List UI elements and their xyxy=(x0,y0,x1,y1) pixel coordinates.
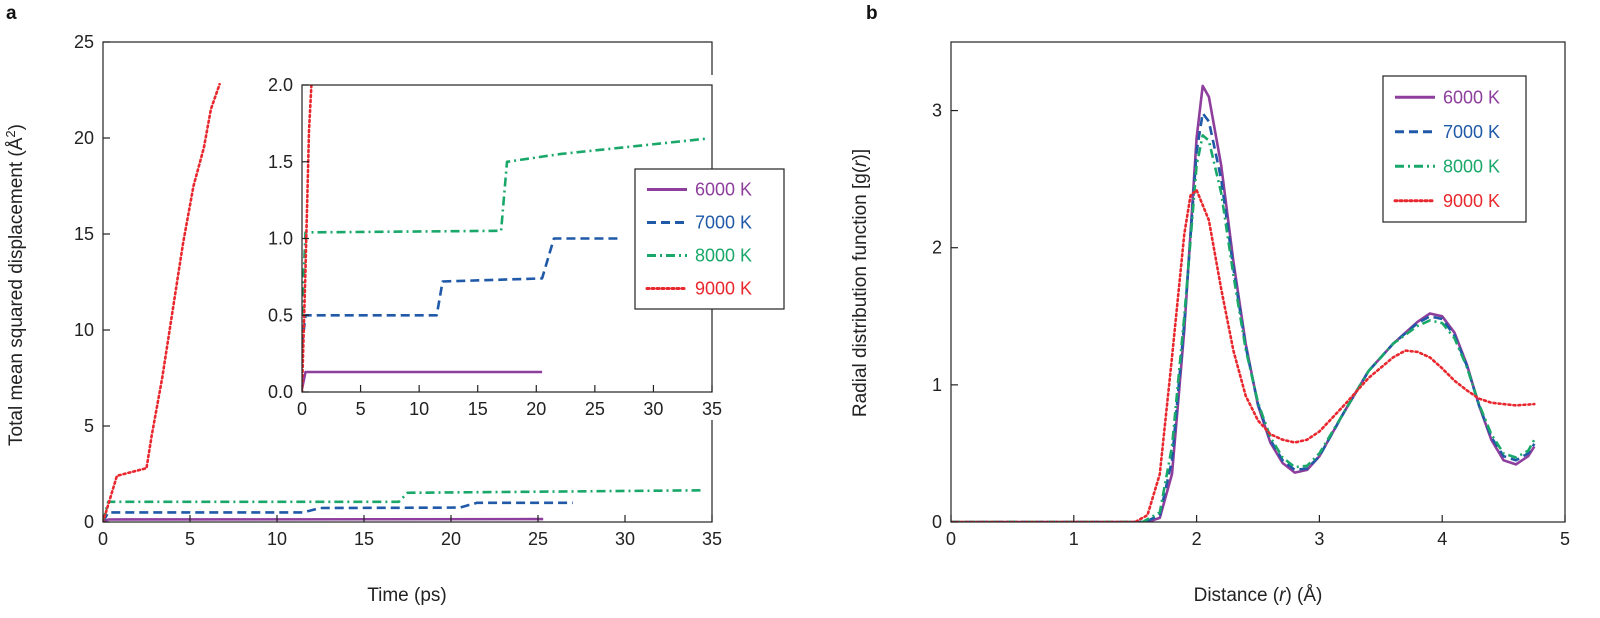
x-tick-label-a-inset-30: 30 xyxy=(643,399,663,419)
legend-label-b-8000-k: 8000 K xyxy=(1443,156,1500,176)
legend-label-b-7000-k: 7000 K xyxy=(1443,122,1500,142)
series-line-a-main-8000-k xyxy=(103,489,704,522)
x-tick-label-a-main-5: 5 xyxy=(185,529,195,549)
series-line-a-main-9000-k xyxy=(103,82,221,522)
legend-box-b xyxy=(1382,75,1527,223)
legend-label-a-9000-k: 9000 K xyxy=(695,279,752,299)
y-axis-label-a: Total mean squared displacement (Å2) xyxy=(3,124,27,446)
x-tick-label-a-inset-10: 10 xyxy=(409,399,429,419)
x-tick-label-b-2: 2 xyxy=(1192,529,1202,549)
series-group-a-main xyxy=(103,82,704,522)
y-tick-label-b-3: 3 xyxy=(932,101,942,121)
series-line-a-inset-9000-k xyxy=(302,85,313,392)
y-axis-label-a-sup: 2 xyxy=(3,130,18,137)
y-axis-label-b: Radial distribution function [g(r)] xyxy=(850,149,871,417)
ticks-a-main: 0 5 10 15 20 25 30 35 0 5 10 15 20 25 xyxy=(74,32,722,549)
series-line-b-7000-k xyxy=(951,112,1536,522)
y-tick-label-a-main-0: 0 xyxy=(84,512,94,532)
x-axis-label-a: Time (ps) xyxy=(367,585,447,606)
ticks-a-inset: 0 5 10 15 20 25 30 35 0.0 0.5 1.0 1.5 2.0 xyxy=(268,75,722,419)
series-group-b xyxy=(951,84,1536,522)
y-axis-label-b-part2: )] xyxy=(850,149,871,161)
x-tick-label-a-inset-0: 0 xyxy=(297,399,307,419)
y-axis-label-b-italic: r xyxy=(850,160,871,167)
y-tick-label-a-main-15: 15 xyxy=(74,224,94,244)
y-tick-label-b-2: 2 xyxy=(932,238,942,258)
x-tick-label-a-main-35: 35 xyxy=(702,529,722,549)
y-tick-label-a-inset-1-0: 1.0 xyxy=(268,229,293,249)
ticks-b: 0 1 2 3 4 5 0 1 2 3 xyxy=(932,101,1570,549)
x-tick-label-b-1: 1 xyxy=(1069,529,1079,549)
x-tick-label-b-4: 4 xyxy=(1437,529,1447,549)
series-line-a-main-7000-k xyxy=(103,501,573,522)
y-axis-label-b-part1: Radial distribution function [g( xyxy=(850,166,871,417)
y-tick-label-a-inset-2-0: 2.0 xyxy=(268,75,293,95)
y-tick-label-a-main-20: 20 xyxy=(74,128,94,148)
x-axis-label-b-part2: ) (Å) xyxy=(1285,585,1322,606)
x-tick-label-a-main-25: 25 xyxy=(528,529,548,549)
series-line-b-8000-k xyxy=(951,134,1536,522)
legend-label-b-6000-k: 6000 K xyxy=(1443,87,1500,107)
x-tick-label-a-main-15: 15 xyxy=(354,529,374,549)
y-tick-label-a-inset-1-5: 1.5 xyxy=(268,152,293,172)
legend-a: 6000 K 7000 K 8000 K 9000 K xyxy=(634,168,785,310)
legend-label-b-9000-k: 9000 K xyxy=(1443,191,1500,211)
x-tick-label-a-inset-20: 20 xyxy=(526,399,546,419)
y-axis-label-a-part2: ) xyxy=(6,124,27,130)
x-tick-label-a-inset-35: 35 xyxy=(702,399,722,419)
legend-box-a xyxy=(634,168,785,310)
panel-label-b: b xyxy=(866,3,878,24)
y-tick-label-a-main-25: 25 xyxy=(74,32,94,52)
x-tick-label-a-main-30: 30 xyxy=(615,529,635,549)
x-tick-label-b-3: 3 xyxy=(1314,529,1324,549)
x-tick-label-a-main-20: 20 xyxy=(441,529,461,549)
series-line-a-inset-8000-k xyxy=(302,137,707,316)
x-tick-label-b-0: 0 xyxy=(946,529,956,549)
y-tick-label-a-main-5: 5 xyxy=(84,416,94,436)
y-tick-label-b-1: 1 xyxy=(932,375,942,395)
x-axis-label-b-italic: r xyxy=(1279,585,1286,606)
y-tick-label-a-inset-0-5: 0.5 xyxy=(268,305,293,325)
legend-label-a-6000-k: 6000 K xyxy=(695,180,752,200)
y-tick-label-b-0: 0 xyxy=(932,512,942,532)
panel-label-a: a xyxy=(6,3,17,24)
y-axis-label-a-part1: Total mean squared displacement (Å xyxy=(6,137,27,446)
legend-label-a-7000-k: 7000 K xyxy=(695,213,752,233)
x-axis-label-b: Distance (r) (Å) xyxy=(1194,585,1323,606)
x-tick-label-a-main-10: 10 xyxy=(267,529,287,549)
series-line-b-9000-k xyxy=(951,188,1536,522)
x-axis-label-b-part1: Distance ( xyxy=(1194,585,1280,606)
legend-label-a-8000-k: 8000 K xyxy=(695,246,752,266)
x-tick-label-a-main-0: 0 xyxy=(98,529,108,549)
plot-frame-b xyxy=(950,41,1566,523)
x-tick-label-a-inset-25: 25 xyxy=(585,399,605,419)
legend-b: 6000 K 7000 K 8000 K 9000 K xyxy=(1382,75,1527,223)
y-tick-label-a-inset-0-0: 0.0 xyxy=(268,382,293,402)
x-tick-label-a-inset-15: 15 xyxy=(468,399,488,419)
x-tick-label-a-inset-5: 5 xyxy=(356,399,366,419)
x-tick-label-b-5: 5 xyxy=(1560,529,1570,549)
series-line-a-inset-6000-k xyxy=(302,370,543,390)
y-tick-label-a-main-10: 10 xyxy=(74,320,94,340)
